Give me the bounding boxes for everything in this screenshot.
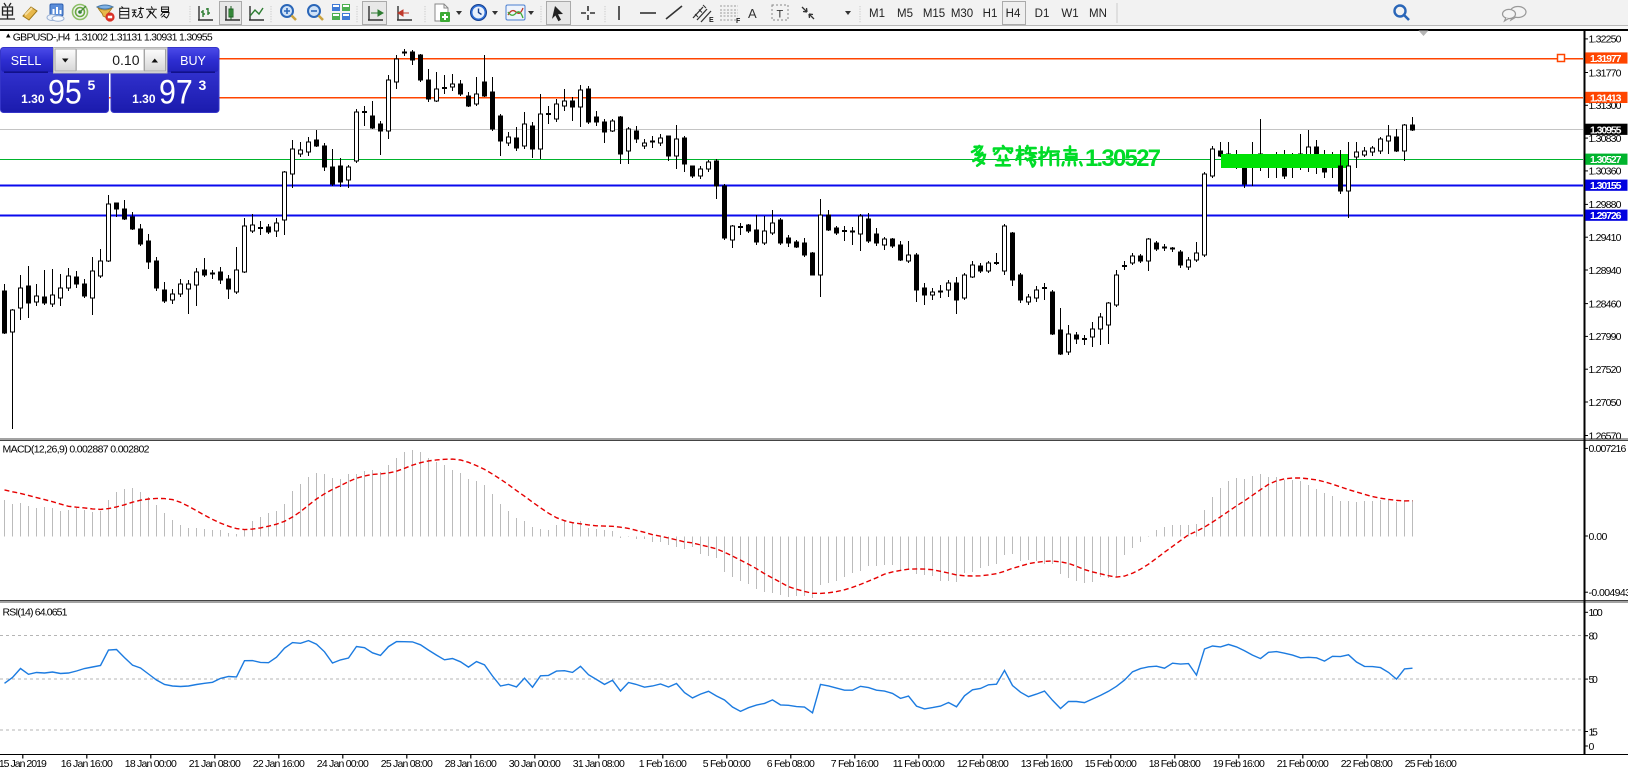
svg-text:1.30955: 1.30955 [1590,124,1622,136]
svg-text:1.27050: 1.27050 [1589,397,1622,409]
svg-text:30 Jan 00:00: 30 Jan 00:00 [509,758,561,770]
svg-text:1.31413: 1.31413 [1590,92,1622,104]
svg-text:50: 50 [1589,674,1599,686]
svg-text:18 Jan 00:00: 18 Jan 00:00 [125,758,177,770]
svg-text:15 Feb 00:00: 15 Feb 00:00 [1085,758,1137,770]
svg-text:97: 97 [159,73,193,111]
svg-text:M30: M30 [951,8,973,20]
svg-text:1 Feb 16:00: 1 Feb 16:00 [639,758,687,770]
svg-text:1.32250: 1.32250 [1589,34,1622,46]
svg-text:SELL: SELL [11,54,42,68]
svg-text:E: E [709,17,714,24]
svg-text:12 Feb 08:00: 12 Feb 08:00 [957,758,1009,770]
svg-text:D1: D1 [1035,8,1050,20]
svg-text:22 Jan 16:00: 22 Jan 16:00 [253,758,305,770]
svg-text:F: F [736,18,741,25]
svg-text:1.30155: 1.30155 [1590,180,1622,192]
svg-text:21 Jan 08:00: 21 Jan 08:00 [189,758,241,770]
svg-text:H1: H1 [983,8,998,20]
svg-text:15 Jan 2019: 15 Jan 2019 [0,758,47,770]
svg-text:A: A [748,6,757,21]
svg-text:28 Jan 16:00: 28 Jan 16:00 [445,758,497,770]
svg-text:22 Feb 08:00: 22 Feb 08:00 [1341,758,1393,770]
svg-text:1.30527: 1.30527 [1085,145,1161,172]
svg-text:1.28940: 1.28940 [1589,265,1622,277]
svg-text:3: 3 [199,77,207,93]
svg-text:25 Jan 08:00: 25 Jan 08:00 [381,758,433,770]
svg-text:0.007216: 0.007216 [1589,443,1627,455]
svg-text:1.30: 1.30 [132,92,156,106]
svg-text:1.28460: 1.28460 [1589,298,1622,310]
svg-text:T: T [777,9,784,21]
svg-text:1.31977: 1.31977 [1590,53,1622,65]
svg-text:100: 100 [1589,607,1603,619]
svg-text:MN: MN [1089,8,1107,20]
svg-text:95: 95 [48,73,82,111]
svg-text:1.31300: 1.31300 [1589,100,1622,112]
svg-text:1.29410: 1.29410 [1589,232,1622,244]
svg-text:M15: M15 [923,8,945,20]
svg-text:1.30360: 1.30360 [1589,166,1622,178]
svg-text:13 Feb 16:00: 13 Feb 16:00 [1021,758,1073,770]
svg-text:M1: M1 [869,8,885,20]
svg-text:0.00: 0.00 [1589,531,1608,543]
svg-text:1.30527: 1.30527 [1590,154,1622,166]
svg-text:5: 5 [88,77,96,93]
svg-text:24 Jan 00:00: 24 Jan 00:00 [317,758,369,770]
svg-text:6 Feb 08:00: 6 Feb 08:00 [767,758,815,770]
svg-text:1.27520: 1.27520 [1589,364,1622,376]
svg-text:15: 15 [1589,726,1599,738]
svg-text:1.27990: 1.27990 [1589,331,1622,343]
svg-text:1.29726: 1.29726 [1590,210,1622,222]
svg-text:80: 80 [1589,631,1599,643]
svg-text:1.30: 1.30 [21,92,45,106]
svg-text:16 Jan 16:00: 16 Jan 16:00 [61,758,113,770]
svg-text:W1: W1 [1061,8,1078,20]
svg-text:7 Feb 16:00: 7 Feb 16:00 [831,758,879,770]
svg-text:GBPUSD-,H4 1.31002 1.31131 1.: GBPUSD-,H4 1.31002 1.31131 1.30931 1.309… [13,32,213,44]
svg-text:0.10: 0.10 [112,52,139,68]
svg-text:31 Jan 08:00: 31 Jan 08:00 [573,758,625,770]
svg-text:11 Feb 00:00: 11 Feb 00:00 [893,758,945,770]
svg-text:1.31770: 1.31770 [1589,67,1622,79]
svg-text:1.29880: 1.29880 [1589,199,1622,211]
svg-text:-0.004943: -0.004943 [1589,587,1628,599]
svg-text:1.26570: 1.26570 [1589,430,1622,442]
svg-text:M5: M5 [897,8,913,20]
svg-text:25 Feb 16:00: 25 Feb 16:00 [1405,758,1457,770]
svg-text:MACD(12,26,9) 0.002887 0.00280: MACD(12,26,9) 0.002887 0.002802 [3,444,150,456]
svg-text:RSI(14) 64.0651: RSI(14) 64.0651 [3,607,68,619]
svg-text:5 Feb 00:00: 5 Feb 00:00 [703,758,751,770]
svg-text:0: 0 [1589,741,1595,753]
svg-text:19 Feb 16:00: 19 Feb 16:00 [1213,758,1265,770]
svg-text:1.30830: 1.30830 [1589,133,1622,145]
svg-text:H4: H4 [1006,8,1021,20]
svg-text:BUY: BUY [180,54,206,68]
svg-text:18 Feb 08:00: 18 Feb 08:00 [1149,758,1201,770]
svg-text:21 Feb 00:00: 21 Feb 00:00 [1277,758,1329,770]
